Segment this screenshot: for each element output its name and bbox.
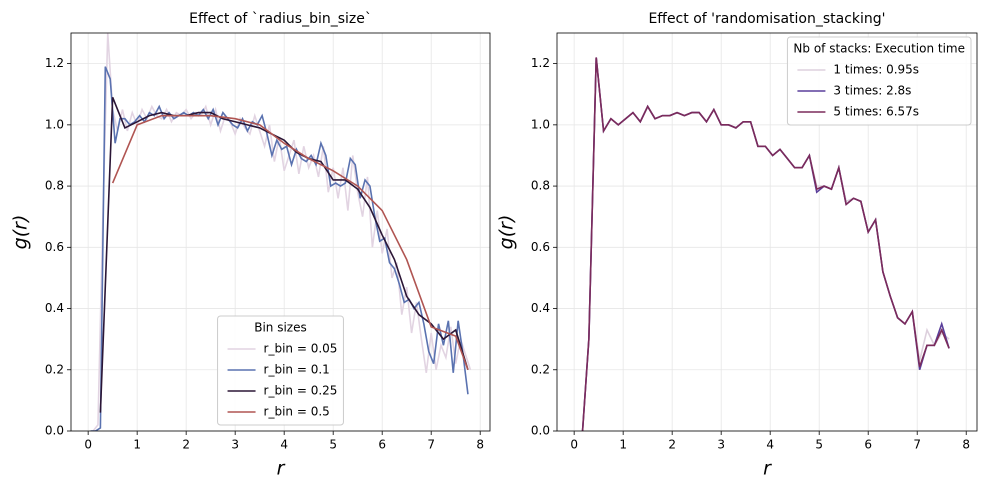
x-tick-label: 6 [378, 438, 386, 452]
y-tick-label: 1.0 [45, 117, 64, 131]
y-tick-label: 1.0 [531, 117, 550, 131]
y-tick-label: 0.0 [531, 424, 550, 438]
legend-box [217, 315, 344, 426]
legend: Bin sizes r_bin = 0.05 r_bin = 0.1 r_bin = … [217, 315, 344, 426]
x-tick-label: 0 [84, 438, 92, 452]
x-tick-label: 8 [962, 438, 970, 452]
axes-frame [556, 32, 978, 432]
x-tick-label: 0 [570, 438, 578, 452]
y-tick-label: 0.6 [45, 240, 64, 254]
y-axis-label: g(r) [496, 215, 518, 250]
legend-label: 3 times: 2.8s [833, 84, 911, 98]
x-tick-label: 2 [668, 438, 676, 452]
axes-frame [70, 32, 491, 432]
y-tick-label: 0.4 [531, 301, 550, 315]
legend-label: r_bin = 0.25 [264, 384, 338, 398]
legend-box [786, 36, 972, 126]
series-line [99, 96, 469, 413]
y-axis-label: g(r) [10, 215, 32, 250]
lines [581, 57, 950, 431]
legend-title: Bin sizes [254, 321, 307, 335]
y-tick-label: 0.6 [531, 240, 550, 254]
y-tick-label: 0.0 [45, 424, 64, 438]
subplot: Effect of 'randomisation_stacking' 0 1 2 3 4 5… [496, 11, 978, 480]
x-tick-label: 5 [329, 438, 337, 452]
legend-label: 5 times: 6.57s [833, 105, 919, 119]
x-tick-label: 3 [231, 438, 239, 452]
y-tick-label: 1.2 [531, 56, 550, 70]
legend-label: r_bin = 0.5 [264, 405, 330, 419]
y-tick-label: 1.2 [45, 56, 64, 70]
x-axis-label: r [763, 458, 772, 480]
chart-title: Effect of `radius_bin_size` [189, 11, 372, 27]
legend-label: r_bin = 0.05 [264, 342, 338, 356]
y-tick-label: 0.4 [45, 301, 64, 315]
x-axis-label: r [277, 458, 286, 480]
legend: Nb of stacks: Execution time 1 times: 0.9… [786, 36, 972, 126]
x-tick-label: 8 [476, 438, 484, 452]
legend-label: r_bin = 0.1 [264, 363, 330, 377]
series-line [111, 114, 469, 371]
x-tick-label: 7 [427, 438, 435, 452]
x-tick-label: 1 [619, 438, 627, 452]
x-tick-label: 3 [717, 438, 725, 452]
series-line [581, 57, 950, 431]
x-tick-label: 6 [864, 438, 872, 452]
x-tick-label: 2 [182, 438, 190, 452]
x-tick-label: 1 [133, 438, 141, 452]
y-tick-label: 0.8 [45, 179, 64, 193]
y-tick-label: 0.2 [531, 362, 550, 376]
legend-title: Nb of stacks: Execution time [793, 42, 965, 56]
y-tick-label: 0.2 [45, 362, 64, 376]
x-tick-label: 4 [280, 438, 288, 452]
x-tick-label: 7 [913, 438, 921, 452]
legend-label: 1 times: 0.95s [833, 63, 919, 77]
x-tick-label: 5 [815, 438, 823, 452]
y-tick-label: 0.8 [531, 179, 550, 193]
chart-title: Effect of 'randomisation_stacking' [648, 11, 885, 27]
lines [90, 33, 472, 431]
subplot: Effect of `radius_bin_size` 0 1 2 3 4 5 6 7 8 0.0 0… [10, 11, 491, 480]
x-tick-label: 4 [766, 438, 774, 452]
